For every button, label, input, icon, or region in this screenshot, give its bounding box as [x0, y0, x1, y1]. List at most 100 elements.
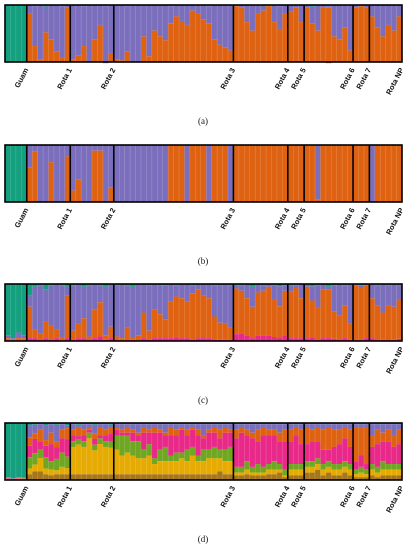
bar-segment [369, 475, 376, 480]
panel-a: Guam Rota 1 Rota 2 Rota 3 Rota 4 Rota 5 Rota 6… [0, 0, 406, 130]
bar-segment [151, 474, 158, 480]
bar-segment [157, 461, 164, 475]
bar-segment [255, 292, 261, 336]
bar-segment [233, 466, 240, 473]
bar-segment [353, 461, 359, 470]
bar-segment [222, 424, 229, 427]
bar-segment [260, 426, 267, 436]
bar-segment [325, 472, 332, 480]
bar-segment [48, 162, 55, 202]
bar-segment [200, 424, 207, 436]
bar-segment [331, 338, 338, 341]
bar-segment [189, 293, 196, 340]
bar-segment [135, 441, 142, 459]
bar-segment [70, 446, 76, 475]
bar-segment [380, 441, 386, 462]
bar-segment [298, 444, 305, 465]
bar-segment [26, 425, 33, 438]
bar-segment [37, 339, 44, 341]
bar-segment [5, 284, 11, 336]
bar-segment [380, 475, 386, 480]
bar-segment [135, 474, 142, 480]
bar-segment [238, 285, 245, 291]
bar-segment [179, 284, 185, 299]
bar-segment [331, 475, 338, 480]
bar-segment [124, 452, 131, 475]
bar-segment [276, 28, 283, 62]
bar-segment [331, 469, 338, 476]
bar-segment [64, 284, 71, 287]
bar-segment [179, 429, 185, 453]
bar-segment [140, 284, 147, 313]
bar-segment [342, 472, 348, 480]
bar-segment [238, 7, 245, 63]
bar-segment [70, 339, 76, 341]
bar-segment [314, 458, 321, 465]
bar-segment [304, 426, 310, 445]
bar-segment [75, 338, 82, 341]
bar-segment [287, 284, 294, 286]
bar-segment [26, 474, 33, 480]
population-label: Guam [13, 484, 31, 507]
bar-segment [75, 424, 82, 428]
bar-segment [130, 286, 136, 338]
bar-segment [59, 466, 66, 475]
bar-segment [130, 5, 136, 62]
bar-segment [113, 424, 120, 427]
bar-segment [70, 190, 76, 202]
bar-segment [162, 424, 169, 433]
bar-segment [298, 429, 305, 445]
bar-segment [244, 145, 251, 202]
bar-segment [151, 464, 158, 475]
bar-segment [249, 145, 256, 202]
bar-segment [374, 145, 381, 202]
bar-segment [59, 474, 66, 480]
bar-segment [353, 145, 359, 202]
bar-segment [135, 284, 142, 336]
bar-segment [189, 426, 196, 430]
bar-segment [43, 284, 49, 290]
bar-segment [26, 457, 33, 469]
panel-caption-a: (a) [198, 116, 208, 126]
bar-segment [271, 435, 278, 462]
bar-segment [113, 429, 120, 436]
bar-segment [369, 464, 376, 470]
bar-segment [374, 424, 381, 430]
bar-segment [293, 285, 299, 288]
bar-segment [217, 458, 223, 472]
bar-segment [75, 284, 82, 324]
bar-segment [244, 474, 251, 480]
bar-segment [135, 145, 142, 202]
bar-segment [276, 469, 283, 473]
bar-segment [102, 145, 109, 202]
bar-segment [15, 478, 22, 480]
bar-segment [287, 441, 294, 465]
bar-segment [249, 5, 256, 31]
bar-segment [189, 285, 196, 294]
bar-segment [124, 426, 131, 433]
bar-segment [21, 338, 28, 340]
bar-segment [200, 284, 207, 296]
population-label: Rota 2 [99, 206, 118, 230]
bar-segment [157, 5, 164, 37]
bar-segment [266, 469, 272, 475]
bar-segment [140, 426, 147, 433]
bar-segment [97, 24, 104, 62]
bar-segment [206, 458, 212, 475]
bar-segment [168, 455, 174, 462]
bar-segment [353, 339, 359, 341]
bar-segment [249, 30, 256, 62]
bar-segment [179, 338, 185, 341]
bar-segment [26, 468, 33, 475]
bar-segment [325, 461, 332, 467]
bar-segment [374, 339, 381, 341]
bar-segment [271, 5, 278, 23]
bar-segment [124, 285, 131, 328]
bar-segment [162, 435, 169, 447]
bar-segment [43, 338, 49, 341]
bar-segment [75, 179, 82, 202]
bar-segment [157, 285, 164, 315]
bar-segment [206, 284, 212, 299]
bar-segment [282, 441, 289, 470]
bar-segment [325, 338, 332, 341]
